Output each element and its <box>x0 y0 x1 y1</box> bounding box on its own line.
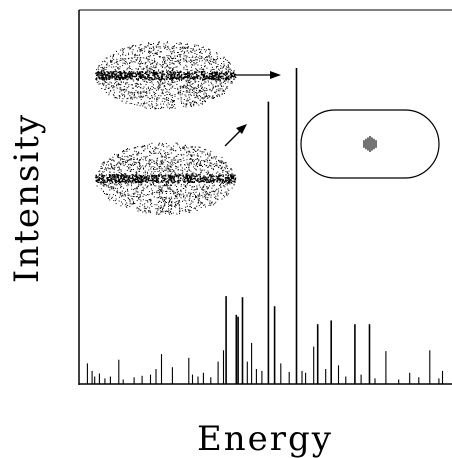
scar-wavefunction-upper <box>95 41 237 110</box>
scar-wavefunction-lower <box>95 142 237 215</box>
spectrum-bars <box>86 68 444 384</box>
arrow-upper <box>236 71 281 79</box>
x-axis-label: Energy <box>197 419 333 458</box>
billiard-stadium <box>300 109 440 179</box>
localized-wave-pattern <box>363 136 377 152</box>
arrow-lower <box>224 124 247 147</box>
y-axis-label: Intensity <box>7 113 47 283</box>
